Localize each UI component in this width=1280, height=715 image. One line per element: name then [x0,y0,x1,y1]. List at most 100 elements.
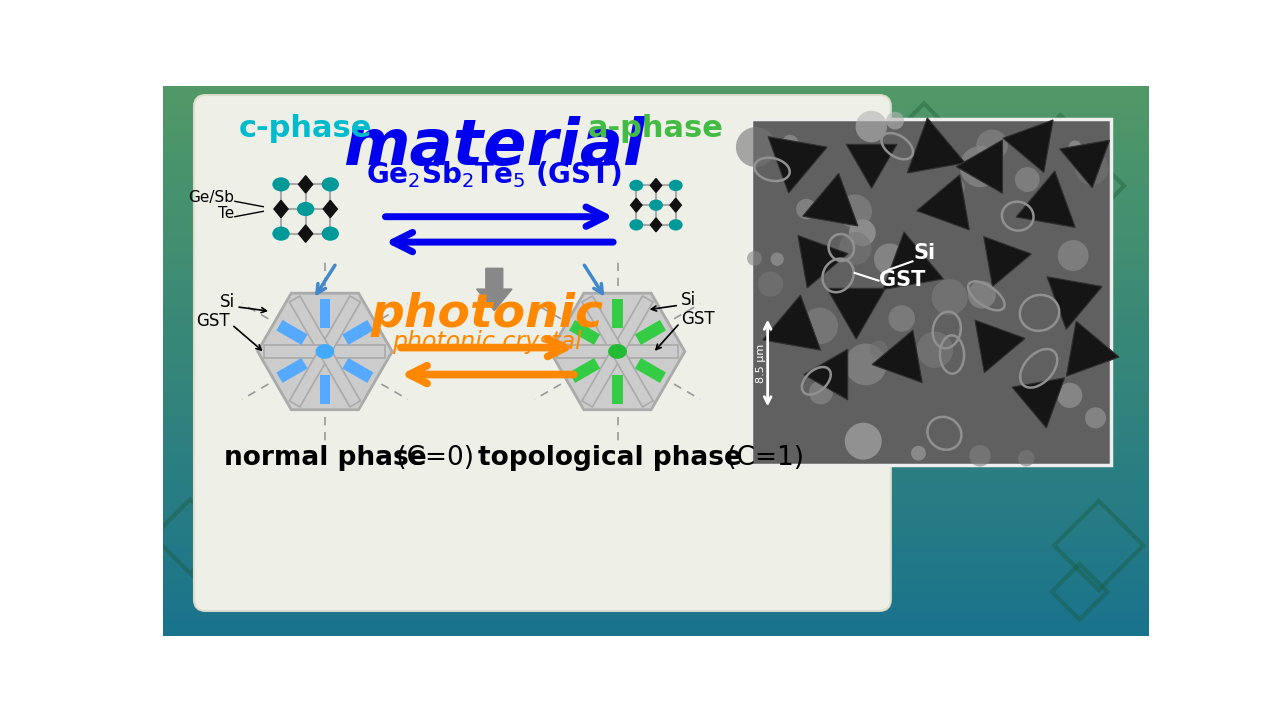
Text: Ge$_2$Sb$_2$Te$_5$ (GST): Ge$_2$Sb$_2$Te$_5$ (GST) [366,159,622,189]
Polygon shape [342,320,374,345]
Bar [164,471,1149,480]
Polygon shape [1016,171,1075,227]
Ellipse shape [668,220,682,230]
Bar [164,159,1149,168]
Bar [164,462,1149,471]
Circle shape [960,146,1001,187]
Polygon shape [908,118,965,173]
Text: (C=0): (C=0) [388,445,474,470]
Bar [164,627,1149,636]
Bar [164,517,1149,526]
Polygon shape [635,320,666,345]
Text: Si: Si [681,291,696,310]
Polygon shape [320,348,361,407]
Ellipse shape [321,227,339,241]
Circle shape [1084,164,1097,176]
Bar [164,122,1149,132]
Bar [164,223,1149,232]
Circle shape [977,129,1007,161]
Circle shape [968,281,996,309]
Polygon shape [612,348,653,407]
Circle shape [932,280,968,315]
Bar [164,380,1149,388]
Polygon shape [827,288,886,339]
Bar [164,563,1149,572]
Polygon shape [570,320,600,345]
Ellipse shape [315,344,334,359]
Bar [164,242,1149,251]
Text: GST: GST [681,310,714,328]
Circle shape [838,194,872,228]
Bar [164,536,1149,545]
Polygon shape [975,320,1025,373]
Polygon shape [1060,140,1110,188]
Polygon shape [669,198,681,212]
Circle shape [782,135,799,151]
Polygon shape [804,349,847,400]
Bar [164,480,1149,490]
Circle shape [1085,408,1106,428]
Bar [164,287,1149,297]
Bar [164,352,1149,361]
Circle shape [969,445,991,466]
Bar [164,260,1149,270]
Circle shape [948,179,965,195]
Circle shape [870,340,888,358]
Polygon shape [916,174,969,230]
Bar [164,443,1149,453]
Polygon shape [298,176,312,193]
Ellipse shape [649,199,663,211]
Polygon shape [1047,277,1102,330]
Text: c-phase: c-phase [239,114,372,143]
Text: normal phase: normal phase [224,445,426,470]
Bar [164,591,1149,600]
Bar [164,388,1149,398]
Polygon shape [320,299,330,328]
Ellipse shape [273,227,289,241]
Bar [164,214,1149,223]
Bar [164,205,1149,214]
Text: Si: Si [220,292,234,311]
Bar [164,453,1149,462]
Polygon shape [289,348,330,407]
Circle shape [916,332,954,368]
Text: GST: GST [879,270,925,290]
Circle shape [801,307,838,344]
Text: Te: Te [218,206,234,221]
Circle shape [888,305,915,332]
Bar [164,187,1149,196]
Ellipse shape [630,179,644,191]
Circle shape [1069,140,1082,153]
Bar [164,325,1149,333]
Polygon shape [257,293,392,410]
FancyArrow shape [476,268,512,310]
Bar [750,119,1111,465]
Text: a-phase: a-phase [588,114,724,143]
Bar [164,581,1149,591]
Bar [164,572,1149,581]
Bar [164,251,1149,260]
Bar [164,306,1149,315]
Bar [164,553,1149,563]
Bar [164,545,1149,553]
Text: (C=1): (C=1) [718,445,804,470]
Circle shape [796,199,817,220]
Circle shape [809,380,833,405]
Bar [164,113,1149,122]
Polygon shape [612,375,623,404]
Polygon shape [276,320,307,345]
Bar [164,270,1149,278]
Bar [164,435,1149,443]
Bar [164,490,1149,499]
Circle shape [849,220,876,246]
Circle shape [771,252,783,266]
Polygon shape [320,375,330,404]
Bar [164,104,1149,113]
Polygon shape [617,345,678,358]
Polygon shape [557,345,617,358]
Polygon shape [582,348,623,407]
Text: photonic: photonic [370,292,603,337]
Bar [164,278,1149,287]
Bar [164,398,1149,407]
Polygon shape [984,237,1032,287]
